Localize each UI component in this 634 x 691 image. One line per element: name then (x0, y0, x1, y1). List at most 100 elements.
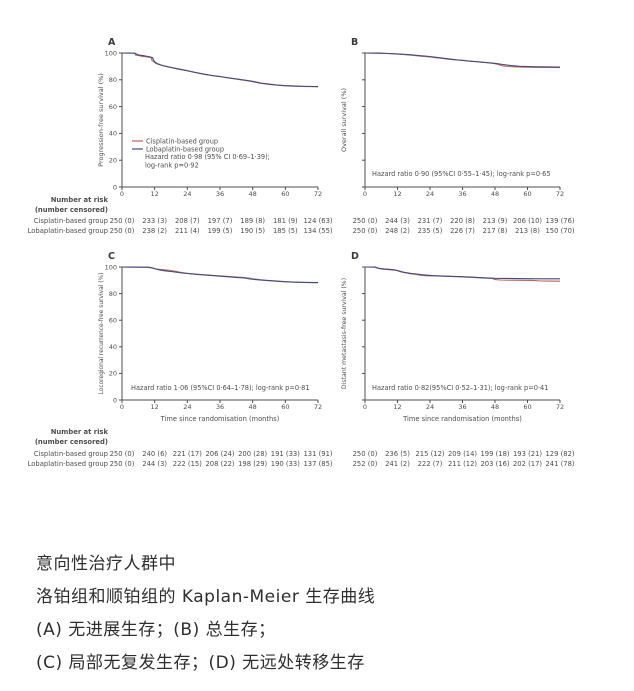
risk-cell: 208 (22) (205, 460, 234, 468)
risk-cell: 244 (3) (142, 460, 167, 468)
km-curve-lobaplatin-B (364, 52, 561, 68)
risk-row-label: Cisplatin-based group (34, 217, 108, 225)
km-curve-cisplatin-A (121, 52, 319, 88)
risk-cell: 231 (7) (418, 217, 443, 225)
x-tick-label: 12 (393, 190, 401, 198)
risk-cell: 250 (0) (110, 217, 135, 225)
y-tick-label: 80 (109, 290, 117, 298)
risk-cell: 193 (21) (513, 450, 542, 458)
risk-cell: 203 (16) (480, 460, 509, 468)
y-tick-label: 20 (109, 370, 117, 378)
risk-cell: 199 (5) (208, 227, 233, 235)
risk-cell: 131 (91) (303, 450, 332, 458)
x-tick-label: 0 (120, 403, 124, 411)
y-tick-label: 60 (109, 317, 117, 325)
y-tick-label: 40 (109, 130, 117, 138)
risk-cell: 213 (9) (483, 217, 508, 225)
risk-cell: 226 (7) (450, 227, 475, 235)
risk-cell: 217 (8) (483, 227, 508, 235)
risk-cell: 189 (8) (240, 217, 265, 225)
y-tick-label: 100 (105, 49, 117, 57)
hazard-annotation: Hazard ratio 0·82(95%CI 0·52–1·31); log-… (372, 384, 548, 392)
x-tick-label: 12 (393, 403, 401, 411)
panel-D: 0 12 24 36 48 60 72 Distant metastasis-free sur… (341, 251, 564, 423)
risk-cell: 139 (76) (545, 217, 574, 225)
risk-cell: 250 (0) (110, 450, 135, 458)
y-tick-label: 40 (109, 343, 117, 351)
risk-cell: 235 (5) (418, 227, 443, 235)
risk-cell: 191 (33) (271, 450, 300, 458)
risk-cell: 129 (82) (545, 450, 574, 458)
panel-C: 0 20 40 60 80 100 0 12 24 36 48 60 72 Locoregional re… (99, 251, 322, 423)
y-axis-title: Locoregional recurrence-free survival (%… (99, 273, 105, 395)
km-curve-lobaplatin-C (121, 266, 319, 284)
risk-row-label: Lobaplatin-based group (28, 227, 108, 235)
y-tick-label: 0 (113, 396, 117, 404)
km-curve-lobaplatin-A (121, 52, 319, 88)
risk-cell: 200 (28) (238, 450, 267, 458)
km-curve-cisplatin-C (121, 266, 319, 284)
x-tick-label: 60 (523, 403, 531, 411)
x-tick-label: 0 (363, 190, 367, 198)
risk-table-header: Number at risk (51, 196, 109, 204)
risk-cell: 213 (8) (515, 227, 540, 235)
risk-cell: 134 (55) (303, 227, 332, 235)
x-tick-label: 24 (426, 403, 434, 411)
risk-cell: 220 (8) (450, 217, 475, 225)
risk-cell: 250 (0) (110, 460, 135, 468)
y-tick-label: 60 (109, 103, 117, 111)
risk-cell: 241 (78) (545, 460, 574, 468)
legend-label: Cisplatin-based group (146, 137, 218, 145)
km-curve-lobaplatin-D (364, 266, 560, 280)
x-tick-label: 36 (458, 190, 466, 198)
panel-letter-B: B (351, 37, 358, 48)
hazard-annotation: Hazard ratio 0·98 (95% CI 0·69–1·39); (145, 153, 270, 161)
risk-cell: 250 (0) (353, 217, 378, 225)
risk-cell: 238 (2) (142, 227, 167, 235)
caption-line-1: 意向性治疗人群中 (36, 554, 176, 574)
caption-line-3: (A) 无进展生存；(B) 总生存； (36, 620, 276, 640)
x-tick-label: 60 (281, 190, 289, 198)
x-tick-label: 60 (523, 190, 531, 198)
y-tick-label: 100 (105, 263, 117, 271)
hazard-annotation: Hazard ratio 1·06 (95%CI 0·64–1·78); log… (131, 384, 310, 392)
x-tick-label: 48 (491, 403, 499, 411)
caption-line-4: (C) 局部无复发生存；(D) 无远处转移生存 (36, 653, 365, 673)
panel-letter-C: C (108, 251, 115, 262)
legend-label: Lobaplatin-based group (146, 145, 224, 153)
risk-cell: 241 (2) (385, 460, 410, 468)
risk-table-bottom: Number at risk (number censored) Cisplatin… (28, 428, 575, 468)
x-tick-label: 36 (216, 190, 224, 198)
risk-cell: 236 (5) (385, 450, 410, 458)
x-tick-label: 72 (314, 403, 322, 411)
risk-cell: 240 (6) (142, 450, 167, 458)
y-axis-title: Progression-free survival (%) (97, 73, 105, 167)
x-tick-label: 48 (249, 403, 257, 411)
x-axis-title: Time since randomisation (months) (402, 415, 522, 423)
x-tick-label: 24 (183, 403, 191, 411)
y-tick-label: 0 (113, 183, 117, 191)
panel-letter-D: D (351, 251, 359, 262)
risk-cell: 197 (7) (208, 217, 233, 225)
risk-cell: 150 (70) (545, 227, 574, 235)
risk-cell: 199 (18) (480, 450, 509, 458)
risk-cell: 208 (7) (175, 217, 200, 225)
risk-cell: 233 (3) (142, 217, 167, 225)
x-tick-label: 72 (556, 403, 564, 411)
axes-D (364, 267, 560, 401)
risk-table-header: Number at risk (51, 428, 109, 436)
risk-row-label: Cisplatin-based group (34, 450, 108, 458)
x-tick-label: 24 (426, 190, 434, 198)
risk-table-header: (number censored) (35, 206, 108, 214)
x-tick-label: 48 (249, 190, 257, 198)
risk-cell: 222 (15) (173, 460, 202, 468)
x-tick-label: 36 (458, 403, 466, 411)
risk-cell: 215 (12) (415, 450, 444, 458)
risk-cell: 209 (14) (448, 450, 477, 458)
caption-line-2: 洛铂组和顺铂组的 Kaplan-Meier 生存曲线 (36, 587, 376, 607)
risk-cell: 190 (5) (240, 227, 265, 235)
risk-cell: 250 (0) (353, 450, 378, 458)
panel-letter-A: A (108, 37, 116, 48)
risk-cell: 222 (7) (418, 460, 443, 468)
y-axis-title: Distant metastasis-free survival (%) (341, 278, 348, 389)
